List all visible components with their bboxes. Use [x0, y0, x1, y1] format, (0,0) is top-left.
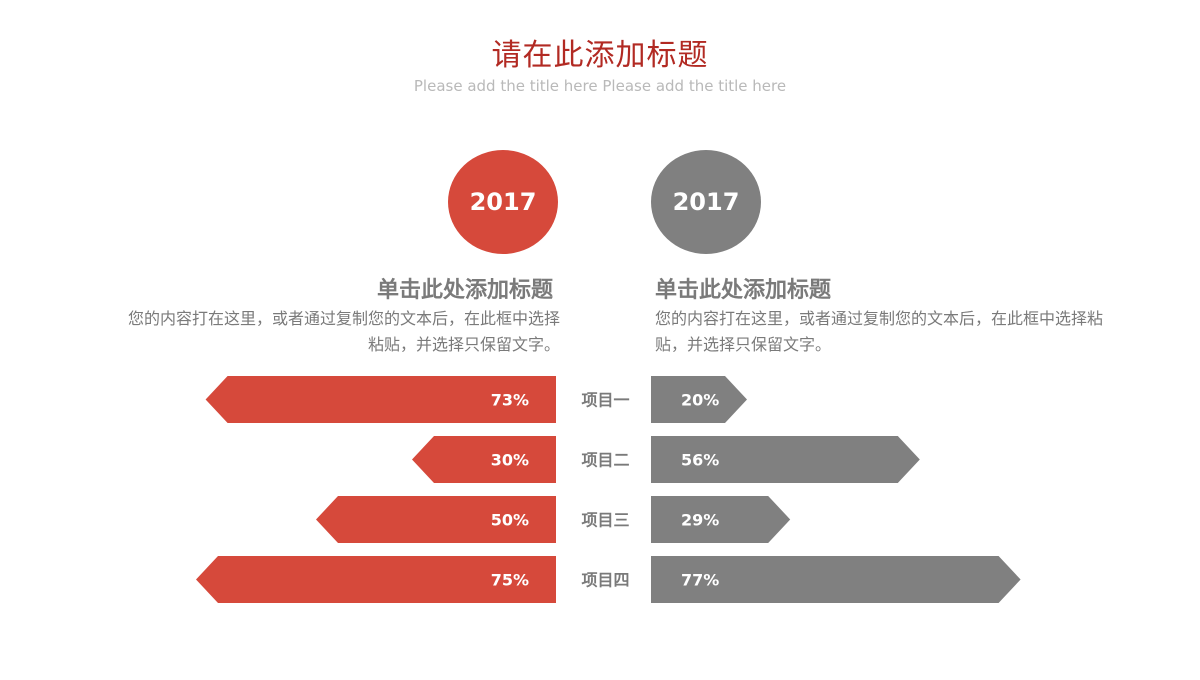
- left-bar-value-4: 75%: [491, 571, 529, 590]
- right-bar-2: [651, 436, 920, 483]
- right-bar-value-1: 20%: [681, 391, 719, 410]
- left-bar-value-1: 73%: [491, 391, 529, 410]
- left-heading: 单击此处添加标题: [376, 278, 553, 303]
- right-year-circle: 2017: [651, 150, 761, 254]
- left-year-label: 2017: [469, 188, 537, 216]
- right-bar-3: [651, 496, 791, 543]
- left-bar-2: [412, 436, 556, 483]
- right-bar-value-2: 56%: [681, 451, 719, 470]
- right-description-line-2: 贴，并选择只保留文字。: [655, 335, 832, 354]
- page-title: 请在此添加标题: [491, 38, 709, 73]
- right-bar-4: [651, 556, 1021, 603]
- left-description: 您的内容打在这里，或者通过复制您的文本后，在此框中选择 粘贴，并选择只保留文字。: [90, 306, 560, 358]
- left-description-line-1: 您的内容打在这里，或者通过复制您的文本后，在此框中选择: [127, 309, 560, 328]
- right-bar-value-4: 77%: [681, 571, 719, 590]
- right-bar-1: [651, 376, 747, 423]
- left-bar-value-3: 50%: [491, 511, 529, 530]
- right-description-line-1: 您的内容打在这里，或者通过复制您的文本后，在此框中选择粘: [655, 309, 1104, 328]
- right-description: 您的内容打在这里，或者通过复制您的文本后，在此框中选择粘 贴，并选择只保留文字。: [655, 306, 1130, 358]
- left-description-line-2: 粘贴，并选择只保留文字。: [367, 335, 560, 354]
- page-subtitle: Please add the title here Please add the…: [413, 77, 787, 95]
- right-heading: 单击此处添加标题: [655, 278, 832, 303]
- left-year-circle: 2017: [448, 150, 558, 254]
- left-bar-4: [196, 556, 556, 603]
- category-label-1: 项目一: [581, 391, 629, 410]
- category-label-2: 项目二: [581, 451, 629, 470]
- left-bar-1: [205, 376, 556, 423]
- right-year-label: 2017: [672, 188, 740, 216]
- left-bar-value-2: 30%: [491, 451, 529, 470]
- category-label-4: 项目四: [581, 571, 629, 590]
- left-bar-3: [316, 496, 556, 543]
- right-bar-value-3: 29%: [681, 511, 719, 530]
- category-label-3: 项目三: [581, 511, 629, 530]
